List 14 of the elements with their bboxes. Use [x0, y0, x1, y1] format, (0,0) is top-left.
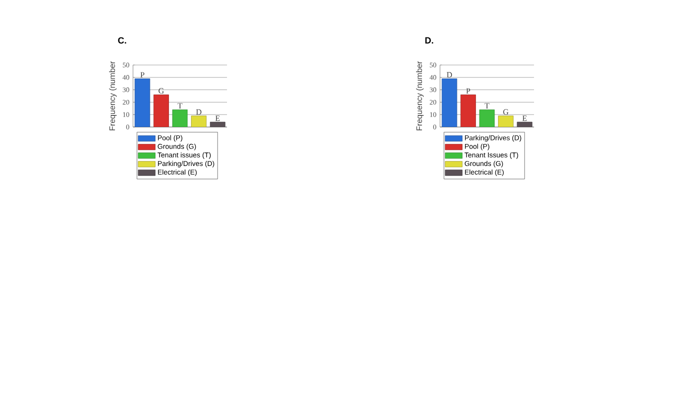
y-axis-title: Frequency (number [109, 61, 117, 130]
chart-title: C. [118, 37, 126, 44]
x-tick-label: P [140, 72, 144, 78]
x-tick-label: D [446, 72, 452, 78]
x-tick-label: T [484, 103, 490, 108]
x-tick-label: D [196, 109, 202, 115]
x-tick-label: G [503, 109, 508, 115]
chart-title: D. [425, 37, 434, 44]
x-tick-label: G [158, 88, 164, 94]
y-axis-title: Frequency (number [416, 61, 424, 130]
x-tick-label: T [178, 103, 182, 108]
x-tick-label: E [522, 116, 527, 121]
x-tick-label: P [466, 88, 470, 94]
x-tick-label: E [215, 116, 220, 121]
